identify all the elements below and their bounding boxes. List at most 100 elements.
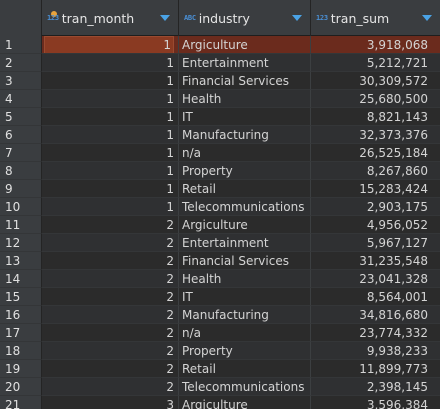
row-number[interactable]: 9 xyxy=(0,180,42,198)
cell-tran-month[interactable]: 2 xyxy=(42,252,179,270)
cell-tran-sum[interactable]: 23,774,332 xyxy=(311,324,440,342)
cell-industry[interactable]: Retail xyxy=(179,180,311,198)
row-number[interactable]: 2 xyxy=(0,54,42,72)
cell-tran-sum[interactable]: 3,918,068 xyxy=(311,36,440,54)
row-number[interactable]: 14 xyxy=(0,270,42,288)
row-number[interactable]: 16 xyxy=(0,306,42,324)
column-header-tran-sum[interactable]: 123 tran_sum xyxy=(311,0,440,36)
cell-industry[interactable]: Entertainment xyxy=(179,54,311,72)
cell-tran-month[interactable]: 2 xyxy=(42,270,179,288)
row-number[interactable]: 6 xyxy=(0,126,42,144)
table-row[interactable]: 6 1 Manufacturing 32,373,376 xyxy=(0,126,440,144)
cell-industry[interactable]: Financial Services xyxy=(179,252,311,270)
cell-tran-sum[interactable]: 2,903,175 xyxy=(311,198,440,216)
cell-industry[interactable]: Telecommunications xyxy=(179,378,311,396)
cell-industry[interactable]: n/a xyxy=(179,324,311,342)
cell-tran-sum[interactable]: 9,938,233 xyxy=(311,342,440,360)
cell-tran-sum[interactable]: 31,235,548 xyxy=(311,252,440,270)
row-number[interactable]: 17 xyxy=(0,324,42,342)
table-row[interactable]: 19 2 Retail 11,899,773 xyxy=(0,360,440,378)
table-row[interactable]: 10 1 Telecommunications 2,903,175 xyxy=(0,198,440,216)
cell-industry[interactable]: Manufacturing xyxy=(179,126,311,144)
row-number-header[interactable] xyxy=(0,0,42,36)
chevron-down-icon[interactable] xyxy=(160,15,170,21)
row-number[interactable]: 5 xyxy=(0,108,42,126)
row-number[interactable]: 11 xyxy=(0,216,42,234)
table-row[interactable]: 2 1 Entertainment 5,212,721 xyxy=(0,54,440,72)
cell-industry[interactable]: Telecommunications xyxy=(179,198,311,216)
cell-tran-sum[interactable]: 15,283,424 xyxy=(311,180,440,198)
cell-tran-sum[interactable]: 3,596,384 xyxy=(311,396,440,409)
row-number[interactable]: 3 xyxy=(0,72,42,90)
table-row[interactable]: 5 1 IT 8,821,143 xyxy=(0,108,440,126)
row-number[interactable]: 18 xyxy=(0,342,42,360)
table-row[interactable]: 9 1 Retail 15,283,424 xyxy=(0,180,440,198)
cell-industry[interactable]: IT xyxy=(179,108,311,126)
cell-tran-sum[interactable]: 8,821,143 xyxy=(311,108,440,126)
cell-tran-sum[interactable]: 2,398,145 xyxy=(311,378,440,396)
table-row[interactable]: 17 2 n/a 23,774,332 xyxy=(0,324,440,342)
cell-tran-month[interactable]: 1 xyxy=(42,144,179,162)
cell-tran-sum[interactable]: 8,267,860 xyxy=(311,162,440,180)
cell-tran-month[interactable]: 2 xyxy=(42,216,179,234)
table-row[interactable]: 1 1 Argiculture 3,918,068 xyxy=(0,36,440,54)
cell-tran-sum[interactable]: 26,525,184 xyxy=(311,144,440,162)
table-row[interactable]: 16 2 Manufacturing 34,816,680 xyxy=(0,306,440,324)
column-header-tran-month[interactable]: 123 tran_month xyxy=(42,0,179,36)
cell-tran-month[interactable]: 1 xyxy=(42,126,179,144)
cell-tran-sum[interactable]: 23,041,328 xyxy=(311,270,440,288)
row-number[interactable]: 4 xyxy=(0,90,42,108)
row-number[interactable]: 19 xyxy=(0,360,42,378)
cell-tran-month[interactable]: 2 xyxy=(42,378,179,396)
cell-tran-month[interactable]: 2 xyxy=(42,360,179,378)
column-header-industry[interactable]: ABC industry xyxy=(179,0,311,36)
selected-cell-value[interactable]: 1 xyxy=(44,36,174,53)
row-number[interactable]: 1 xyxy=(0,36,42,54)
cell-tran-month[interactable]: 2 xyxy=(42,342,179,360)
table-row[interactable]: 15 2 IT 8,564,001 xyxy=(0,288,440,306)
row-number[interactable]: 21 xyxy=(0,396,42,409)
cell-tran-sum[interactable]: 5,212,721 xyxy=(311,54,440,72)
cell-tran-month[interactable]: 1 xyxy=(42,72,179,90)
cell-industry[interactable]: Argiculture xyxy=(179,36,311,54)
cell-tran-sum[interactable]: 30,309,572 xyxy=(311,72,440,90)
cell-tran-month[interactable]: 2 xyxy=(42,234,179,252)
cell-industry[interactable]: Financial Services xyxy=(179,72,311,90)
row-number[interactable]: 12 xyxy=(0,234,42,252)
table-row[interactable]: 13 2 Financial Services 31,235,548 xyxy=(0,252,440,270)
cell-tran-month[interactable]: 1 xyxy=(42,180,179,198)
cell-tran-month[interactable]: 2 xyxy=(42,306,179,324)
table-row[interactable]: 20 2 Telecommunications 2,398,145 xyxy=(0,378,440,396)
cell-industry[interactable]: IT xyxy=(179,288,311,306)
cell-tran-month[interactable]: 1 xyxy=(42,54,179,72)
cell-tran-month[interactable]: 1 xyxy=(42,36,179,54)
table-row[interactable]: 8 1 Property 8,267,860 xyxy=(0,162,440,180)
cell-tran-month[interactable]: 2 xyxy=(42,288,179,306)
cell-tran-sum[interactable]: 34,816,680 xyxy=(311,306,440,324)
cell-tran-sum[interactable]: 5,967,127 xyxy=(311,234,440,252)
table-row[interactable]: 4 1 Health 25,680,500 xyxy=(0,90,440,108)
table-row[interactable]: 11 2 Argiculture 4,956,052 xyxy=(0,216,440,234)
chevron-down-icon[interactable] xyxy=(292,15,302,21)
table-row[interactable]: 18 2 Property 9,938,233 xyxy=(0,342,440,360)
cell-tran-month[interactable]: 3 xyxy=(42,396,179,409)
cell-tran-month[interactable]: 1 xyxy=(42,162,179,180)
cell-industry[interactable]: Manufacturing xyxy=(179,306,311,324)
cell-industry[interactable]: Health xyxy=(179,90,311,108)
row-number[interactable]: 8 xyxy=(0,162,42,180)
cell-tran-sum[interactable]: 25,680,500 xyxy=(311,90,440,108)
cell-industry[interactable]: Entertainment xyxy=(179,234,311,252)
table-row[interactable]: 7 1 n/a 26,525,184 xyxy=(0,144,440,162)
cell-industry[interactable]: Retail xyxy=(179,360,311,378)
row-number[interactable]: 20 xyxy=(0,378,42,396)
cell-industry[interactable]: Property xyxy=(179,162,311,180)
table-row[interactable]: 21 3 Argiculture 3,596,384 xyxy=(0,396,440,409)
cell-industry[interactable]: Argiculture xyxy=(179,216,311,234)
cell-industry[interactable]: n/a xyxy=(179,144,311,162)
cell-tran-sum[interactable]: 8,564,001 xyxy=(311,288,440,306)
table-row[interactable]: 12 2 Entertainment 5,967,127 xyxy=(0,234,440,252)
row-number[interactable]: 10 xyxy=(0,198,42,216)
cell-tran-sum[interactable]: 11,899,773 xyxy=(311,360,440,378)
cell-tran-month[interactable]: 1 xyxy=(42,108,179,126)
row-number[interactable]: 13 xyxy=(0,252,42,270)
